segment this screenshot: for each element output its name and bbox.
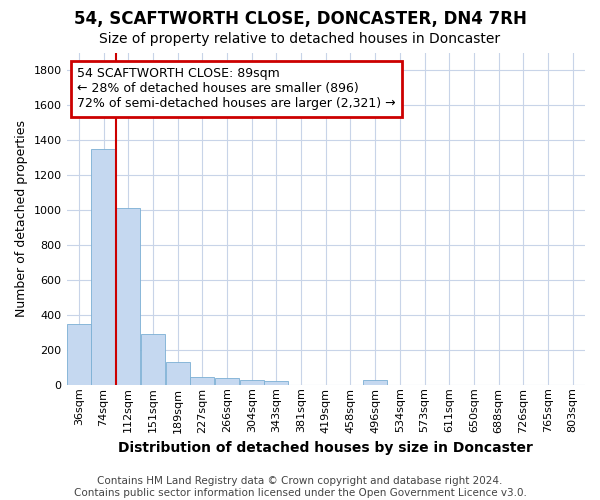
- Bar: [91, 148, 116, 385]
- Bar: [116, 208, 140, 385]
- Text: 54 SCAFTWORTH CLOSE: 89sqm
← 28% of detached houses are smaller (896)
72% of sem: 54 SCAFTWORTH CLOSE: 89sqm ← 28% of deta…: [77, 68, 395, 110]
- Bar: [215, 378, 239, 385]
- Bar: [264, 382, 289, 385]
- Bar: [141, 334, 165, 385]
- Bar: [363, 380, 387, 385]
- Bar: [239, 380, 264, 385]
- Bar: [166, 362, 190, 385]
- Text: Contains HM Land Registry data © Crown copyright and database right 2024.
Contai: Contains HM Land Registry data © Crown c…: [74, 476, 526, 498]
- Y-axis label: Number of detached properties: Number of detached properties: [15, 120, 28, 317]
- X-axis label: Distribution of detached houses by size in Doncaster: Distribution of detached houses by size …: [118, 441, 533, 455]
- Text: Size of property relative to detached houses in Doncaster: Size of property relative to detached ho…: [100, 32, 500, 46]
- Bar: [67, 324, 91, 385]
- Text: 54, SCAFTWORTH CLOSE, DONCASTER, DN4 7RH: 54, SCAFTWORTH CLOSE, DONCASTER, DN4 7RH: [74, 10, 526, 28]
- Bar: [190, 377, 214, 385]
